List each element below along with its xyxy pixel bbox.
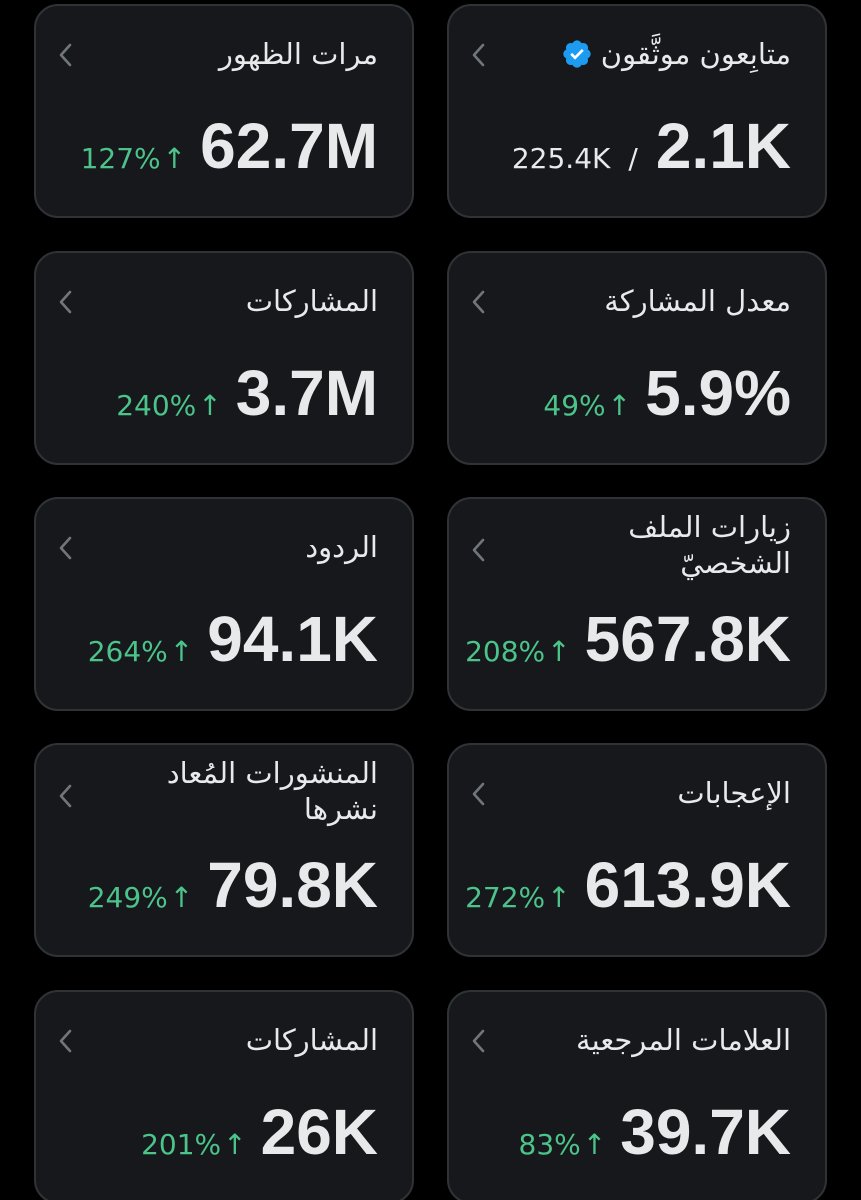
value-row: 249% ↑ 79.8K — [88, 853, 378, 917]
change-percent: 249% — [87, 881, 168, 914]
arrow-up-icon: ↑ — [223, 1128, 247, 1161]
card-title: المنشورات المُعاد نشرها — [88, 755, 378, 827]
change-percent: 272% — [465, 881, 546, 914]
card-reposts[interactable]: المنشورات المُعاد نشرها 249% ↑ 79.8K — [34, 743, 414, 957]
chevron-left-icon — [469, 1026, 491, 1056]
change-indicator: 249% ↑ — [88, 884, 194, 912]
metric-value: 567.8K — [584, 603, 791, 675]
chevron-left-icon — [469, 779, 491, 809]
chevron-left-icon — [469, 40, 491, 70]
metric-value: 2.1K — [655, 110, 791, 182]
change-indicator: 240% ↑ — [116, 392, 222, 420]
value-row: 127% ↑ 62.7M — [81, 114, 378, 178]
card-title-text: المشاركات — [245, 1023, 378, 1057]
metric-value: 613.9K — [584, 849, 791, 921]
arrow-up-icon: ↑ — [169, 881, 194, 914]
change-indicator: 272% ↑ — [465, 884, 571, 912]
card-title: متابِعون موثَّقون — [501, 34, 791, 74]
card-title-text: معدل المشاركة — [604, 284, 791, 318]
card-title-text: زيارات الملف الشخصيّ — [628, 510, 791, 580]
card-title: المشاركات — [88, 1020, 378, 1060]
separator: / — [628, 142, 638, 175]
change-indicator: 264% ↑ — [88, 638, 194, 666]
chevron-left-icon — [56, 781, 78, 811]
metric-value: 94.1K — [207, 603, 378, 675]
card-title: زيارات الملف الشخصيّ — [501, 509, 791, 581]
change-indicator: 127% ↑ — [81, 145, 187, 173]
metric-value: 62.7M — [200, 110, 378, 182]
change-indicator: 49% ↑ — [543, 392, 631, 420]
card-engagement-rate[interactable]: معدل المشاركة 49% ↑ 5.9% — [447, 251, 827, 465]
card-likes[interactable]: الإعجابات 272% ↑ 613.9K — [447, 743, 827, 957]
arrow-up-icon: ↑ — [582, 1128, 607, 1161]
card-replies[interactable]: الردود 264% ↑ 94.1K — [34, 497, 414, 711]
arrow-up-icon: ↑ — [547, 881, 571, 914]
card-title-text: متابِعون موثَّقون — [600, 37, 791, 71]
card-title: الإعجابات — [501, 773, 791, 813]
card-bookmarks[interactable]: العلامات المرجعية 83% ↑ 39.7K — [447, 990, 827, 1200]
card-title-text: الإعجابات — [677, 776, 791, 810]
arrow-up-icon: ↑ — [162, 142, 187, 175]
metric-value: 26K — [260, 1096, 378, 1168]
change-indicator: 83% ↑ — [519, 1131, 607, 1159]
card-shares[interactable]: المشاركات 201% ↑ 26K — [34, 990, 414, 1200]
change-percent: 208% — [465, 635, 546, 668]
metric-value: 39.7K — [620, 1096, 791, 1168]
value-row: 264% ↑ 94.1K — [88, 607, 378, 671]
card-title-text: المنشورات المُعاد نشرها — [166, 756, 378, 826]
card-engagements[interactable]: المشاركات 240% ↑ 3.7M — [34, 251, 414, 465]
change-indicator: 208% ↑ — [465, 638, 571, 666]
change-percent: 264% — [87, 635, 168, 668]
chevron-left-icon — [469, 287, 491, 317]
chevron-left-icon — [56, 287, 78, 317]
card-title: المشاركات — [88, 281, 378, 321]
chevron-left-icon — [56, 1026, 78, 1056]
arrow-up-icon: ↑ — [198, 389, 222, 422]
card-title: العلامات المرجعية — [501, 1020, 791, 1060]
card-title: الردود — [88, 527, 378, 567]
card-profile-visits[interactable]: زيارات الملف الشخصيّ 208% ↑ 567.8K — [447, 497, 827, 711]
metric-value: 3.7M — [235, 357, 378, 429]
card-verified-followers[interactable]: متابِعون موثَّقون 225.4K / 2.1K — [447, 4, 827, 218]
verified-badge-icon — [563, 40, 591, 68]
change-percent: 127% — [80, 142, 161, 175]
change-percent: 201% — [141, 1128, 222, 1161]
change-percent: 240% — [116, 389, 197, 422]
card-title-text: العلامات المرجعية — [576, 1023, 791, 1057]
total-followers: 225.4K — [511, 142, 611, 175]
value-row: 240% ↑ 3.7M — [116, 361, 378, 425]
value-row: 225.4K / 2.1K — [512, 114, 791, 178]
card-title: مرات الظهور — [88, 34, 378, 74]
card-title: معدل المشاركة — [501, 281, 791, 321]
value-row: 272% ↑ 613.9K — [465, 853, 791, 917]
arrow-up-icon: ↑ — [547, 635, 571, 668]
change-percent: 49% — [543, 389, 606, 422]
value-row: 201% ↑ 26K — [141, 1100, 378, 1164]
arrow-up-icon: ↑ — [169, 635, 194, 668]
chevron-left-icon — [469, 535, 491, 565]
card-title-text: الردود — [305, 530, 378, 564]
value-row: 83% ↑ 39.7K — [519, 1100, 791, 1164]
card-title-text: مرات الظهور — [218, 37, 378, 71]
change-indicator: 201% ↑ — [141, 1131, 247, 1159]
arrow-up-icon: ↑ — [607, 389, 632, 422]
value-row: 49% ↑ 5.9% — [543, 361, 791, 425]
metric-value: 5.9% — [645, 357, 791, 429]
card-impressions[interactable]: مرات الظهور 127% ↑ 62.7M — [34, 4, 414, 218]
chevron-left-icon — [56, 40, 78, 70]
metric-value: 79.8K — [207, 849, 378, 921]
change-percent: 83% — [518, 1128, 581, 1161]
value-row: 208% ↑ 567.8K — [465, 607, 791, 671]
card-title-text: المشاركات — [245, 284, 378, 318]
chevron-left-icon — [56, 533, 78, 563]
